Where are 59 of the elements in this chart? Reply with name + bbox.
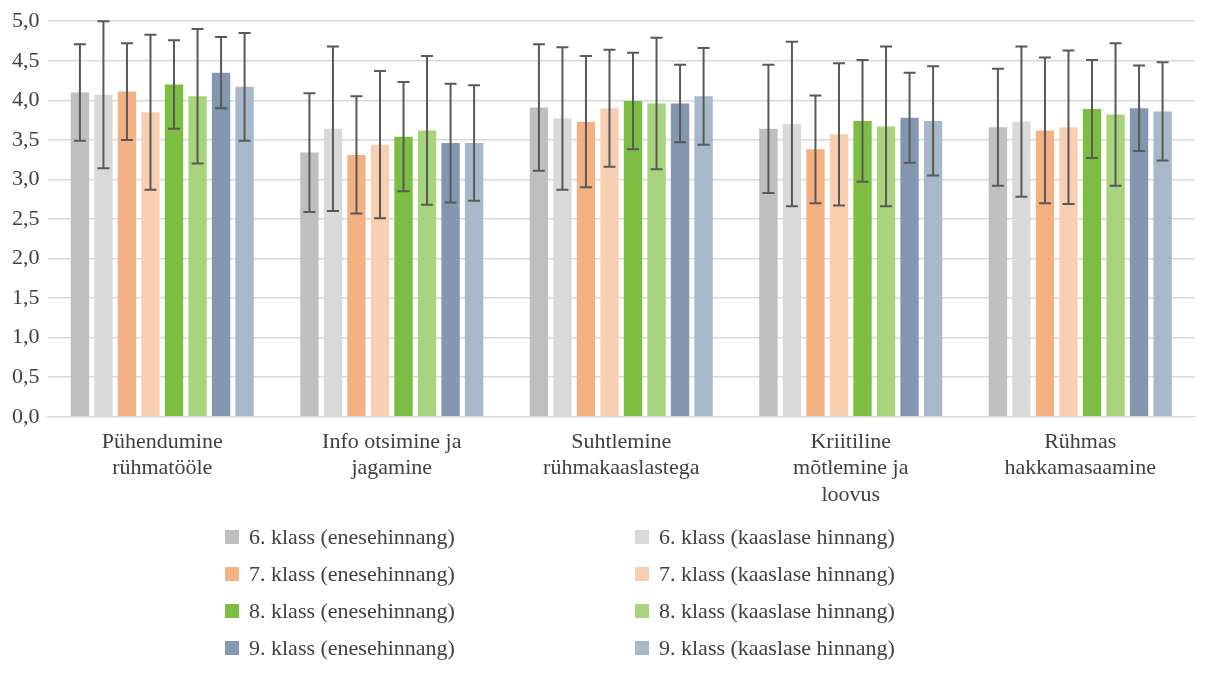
- bar: [1059, 127, 1078, 417]
- bar: [300, 152, 319, 417]
- bar: [1035, 130, 1055, 417]
- legend-label: 8. klass (kaaslase hinnang): [659, 597, 895, 624]
- legend-label: 7. klass (kaaslase hinnang): [659, 560, 895, 587]
- y-tick-label: 4,0: [12, 86, 40, 112]
- bar: [464, 143, 484, 417]
- legend-label: 6. klass (kaaslase hinnang): [659, 523, 895, 550]
- legend-label: 9. klass (kaaslase hinnang): [659, 634, 895, 661]
- legend-label: 8. klass (enesehinnang): [249, 597, 455, 624]
- bar: [1153, 111, 1172, 417]
- bar: [1082, 109, 1102, 417]
- x-tick-label: Rühmas hakkamasaamine: [1004, 427, 1156, 480]
- bar: [188, 96, 207, 417]
- bar: [576, 121, 596, 417]
- y-tick-label: 1,0: [12, 323, 40, 349]
- bar: [1129, 108, 1149, 417]
- bar: [694, 96, 713, 417]
- bar: [529, 107, 549, 417]
- bar: [235, 86, 254, 417]
- y-tick-label: 3,5: [12, 125, 40, 151]
- x-tick-label: Suhtlemine rühmakaaslastega: [543, 427, 700, 480]
- y-tick-label: 4,5: [12, 46, 40, 72]
- bar: [394, 136, 413, 417]
- y-tick-label: 2,0: [12, 244, 40, 270]
- bar: [600, 108, 619, 417]
- y-tick-label: 0,5: [12, 363, 40, 389]
- bar: [670, 103, 690, 417]
- bar: [1106, 114, 1125, 417]
- bar: [211, 72, 231, 417]
- bar: [806, 149, 825, 417]
- bar: [441, 143, 460, 417]
- bar: [923, 120, 943, 417]
- y-tick-label: 2,5: [12, 204, 40, 230]
- x-tick-label: Pühendumine rühmatööle: [101, 427, 223, 480]
- bar: [164, 84, 184, 417]
- bar: [853, 120, 872, 417]
- bar: [988, 127, 1008, 417]
- legend-label: 9. klass (enesehinnang): [249, 634, 455, 661]
- bar: [141, 112, 160, 417]
- y-tick-label: 5,0: [12, 6, 40, 32]
- legend-label: 6. klass (enesehinnang): [249, 523, 455, 550]
- bar: [829, 134, 849, 417]
- y-tick-label: 0,0: [12, 402, 40, 428]
- x-tick-label: Info otsimine ja jagamine: [322, 427, 462, 480]
- bar: [370, 144, 390, 417]
- x-tick-label: Kriitiline mõtlemine ja loovus: [793, 427, 909, 506]
- bar: [417, 130, 437, 417]
- bar: [876, 126, 896, 417]
- legend-label: 7. klass (enesehinnang): [249, 560, 455, 587]
- bar: [900, 117, 919, 417]
- bar: [623, 101, 643, 417]
- bar: [759, 128, 778, 417]
- y-tick-label: 1,5: [12, 283, 40, 309]
- bar: [347, 154, 366, 417]
- bar: [70, 92, 90, 417]
- bar: [117, 91, 137, 417]
- y-tick-label: 3,0: [12, 165, 40, 191]
- bar: [647, 103, 666, 417]
